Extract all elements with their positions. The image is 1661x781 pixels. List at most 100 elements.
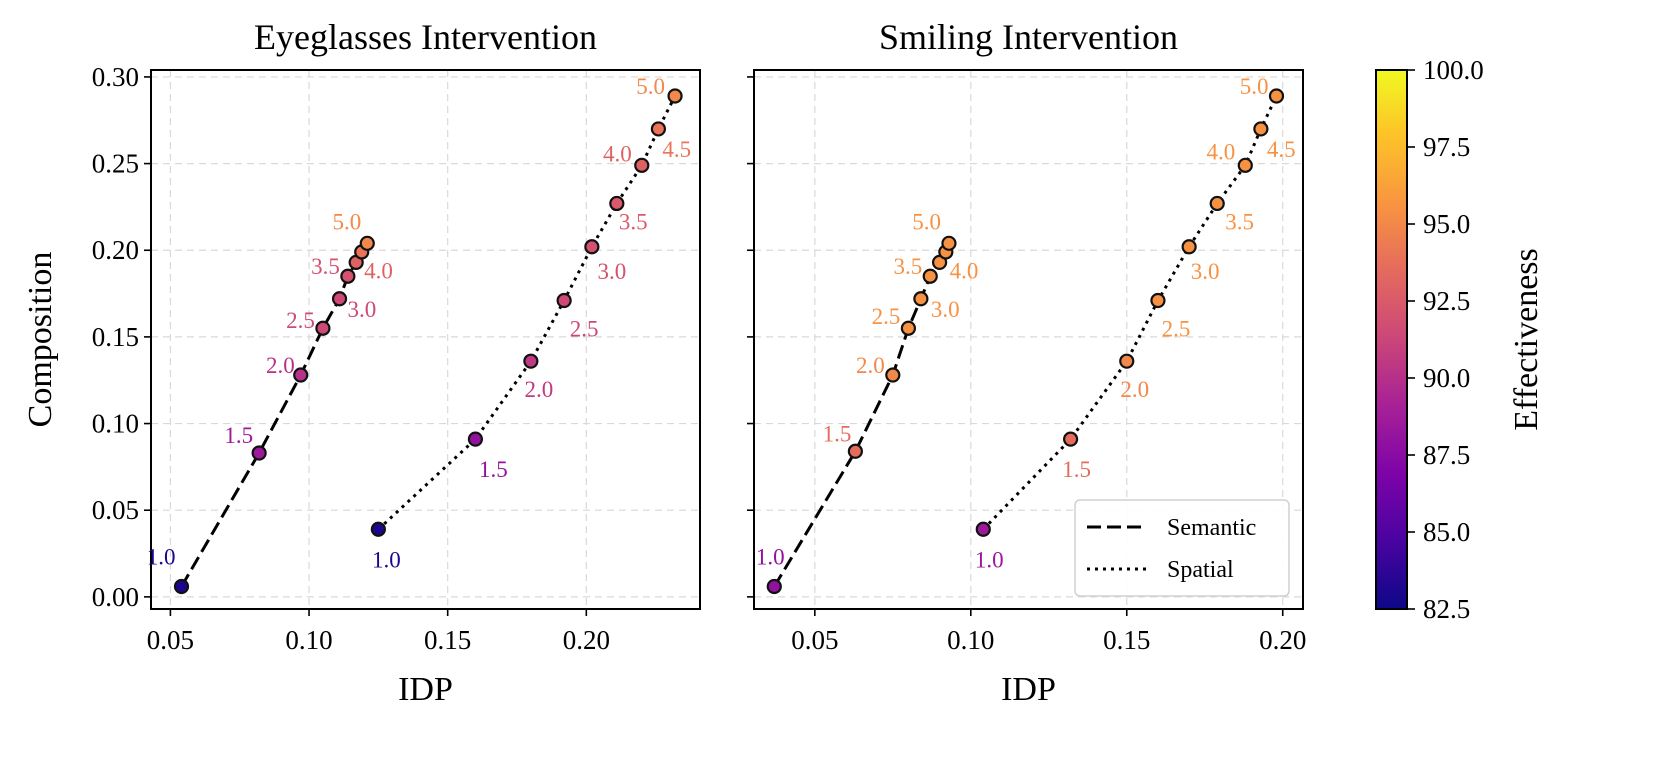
x-tick-label: 0.05 xyxy=(791,625,838,655)
point-label: 2.5 xyxy=(570,317,599,342)
chart-title: Smiling Intervention xyxy=(879,17,1178,57)
data-point-spatial xyxy=(370,521,386,537)
y-axis-label: Composition xyxy=(22,252,59,428)
data-point-spatial xyxy=(667,88,683,104)
x-axis-label: IDP xyxy=(1001,671,1056,708)
point-label: 1.0 xyxy=(147,544,176,569)
y-tick-label: 0.00 xyxy=(92,582,139,612)
point-label: 1.0 xyxy=(372,547,401,572)
data-point-semantic xyxy=(847,443,863,459)
point-label: 1.5 xyxy=(823,421,852,446)
x-tick-label: 0.10 xyxy=(947,625,994,655)
colorbar-tick-label: 85.0 xyxy=(1423,517,1470,547)
legend-label: Spatial xyxy=(1167,557,1234,583)
point-label: 1.0 xyxy=(756,544,785,569)
data-point-spatial xyxy=(1253,121,1269,137)
data-point-spatial xyxy=(1063,431,1079,447)
point-label: 3.5 xyxy=(893,254,922,279)
data-point-spatial xyxy=(1119,353,1135,369)
point-label: 5.0 xyxy=(636,74,665,99)
point-label: 5.0 xyxy=(912,209,941,234)
point-label: 3.0 xyxy=(348,297,377,322)
point-label: 4.0 xyxy=(1207,139,1236,164)
point-label: 5.0 xyxy=(333,209,362,234)
x-axis-label: IDP xyxy=(398,671,453,708)
colorbar-tick-label: 90.0 xyxy=(1423,363,1470,393)
data-point-semantic xyxy=(922,268,938,284)
colorbar-tick-label: 95.0 xyxy=(1423,209,1470,239)
colorbar-label: Effectiveness xyxy=(1508,248,1545,431)
colorbar: 82.5 85.0 87.5 90.0 92.5 95.0 97.5 100.0 Effecti… xyxy=(1375,55,1545,624)
data-point-spatial xyxy=(650,121,667,137)
point-label: 3.0 xyxy=(931,297,960,322)
plot-frame xyxy=(753,69,1304,610)
point-label: 3.5 xyxy=(1225,209,1254,234)
data-point-spatial xyxy=(975,521,991,537)
colorbar-tick-label: 92.5 xyxy=(1423,286,1470,316)
y-tick-label: 0.10 xyxy=(92,409,139,439)
point-label: 2.5 xyxy=(286,308,315,333)
data-point-semantic xyxy=(315,320,331,336)
point-label: 3.5 xyxy=(619,209,648,234)
x-tick-label: 0.20 xyxy=(1259,625,1306,655)
data-point-semantic xyxy=(900,320,917,336)
point-label: 2.0 xyxy=(1120,377,1149,402)
data-point-spatial xyxy=(1237,157,1253,173)
data-point-semantic xyxy=(359,235,375,251)
x-tick-label: 0.05 xyxy=(147,625,194,655)
data-point-spatial xyxy=(467,431,484,447)
point-label: 1.5 xyxy=(1062,457,1091,482)
data-point-spatial xyxy=(1181,239,1197,255)
point-label: 4.0 xyxy=(603,141,632,166)
point-label: 5.0 xyxy=(1240,74,1269,99)
colorbar-tick-label: 97.5 xyxy=(1423,132,1470,162)
data-point-semantic xyxy=(913,291,929,307)
data-point-spatial xyxy=(609,195,625,212)
point-label: 4.0 xyxy=(950,258,979,283)
data-point-semantic xyxy=(340,268,356,284)
y-tick-label: 0.05 xyxy=(92,495,139,525)
data-point-spatial xyxy=(584,239,600,255)
y-tick-label: 0.20 xyxy=(92,235,139,265)
legend-label: Semantic xyxy=(1167,515,1256,541)
data-point-semantic xyxy=(251,445,267,461)
point-label: 2.0 xyxy=(524,377,553,402)
data-point-semantic xyxy=(766,578,782,595)
y-tick-label: 0.30 xyxy=(92,62,139,92)
data-point-semantic xyxy=(885,367,901,383)
series-line-spatial xyxy=(377,95,677,531)
x-tick-label: 0.10 xyxy=(285,625,332,655)
data-point-semantic xyxy=(331,291,348,307)
x-tick-label: 0.20 xyxy=(563,625,610,655)
point-label: 1.5 xyxy=(224,423,253,448)
data-point-spatial xyxy=(1209,195,1225,212)
data-point-semantic xyxy=(293,367,309,383)
data-point-spatial xyxy=(634,157,650,173)
chart-panel-2: 0.05 0.10 0.15 0.20 Smiling Intervention IDP 1… xyxy=(747,17,1306,708)
x-tick-label: 0.15 xyxy=(424,625,471,655)
point-label: 4.5 xyxy=(1267,137,1296,162)
point-label: 1.0 xyxy=(975,547,1004,572)
y-tick-label: 0.15 xyxy=(92,322,139,352)
point-label: 3.0 xyxy=(1191,259,1220,284)
legend-box xyxy=(1074,499,1290,597)
point-label: 2.0 xyxy=(266,353,295,378)
data-point-spatial xyxy=(523,353,539,369)
colorbar-tick-label: 100.0 xyxy=(1423,55,1484,85)
point-label: 2.5 xyxy=(1162,317,1191,342)
point-label: 2.5 xyxy=(872,304,901,329)
y-tick-label: 0.25 xyxy=(92,149,139,179)
legend: Semantic Spatial xyxy=(1074,499,1290,597)
data-point-semantic xyxy=(173,578,190,595)
plot-frame xyxy=(150,69,701,610)
chart-title: Eyeglasses Intervention xyxy=(254,17,597,57)
point-label: 4.5 xyxy=(662,137,691,162)
colorbar-tick-label: 82.5 xyxy=(1423,594,1470,624)
point-label: 3.5 xyxy=(311,254,340,279)
data-point-spatial xyxy=(1150,292,1166,309)
point-label: 2.0 xyxy=(856,353,885,378)
point-label: 1.5 xyxy=(479,457,508,482)
chart-panel-1: 0.05 0.10 0.15 0.20 0.00 0.05 0.10 0.15 0.20 0.25… xyxy=(22,17,701,708)
